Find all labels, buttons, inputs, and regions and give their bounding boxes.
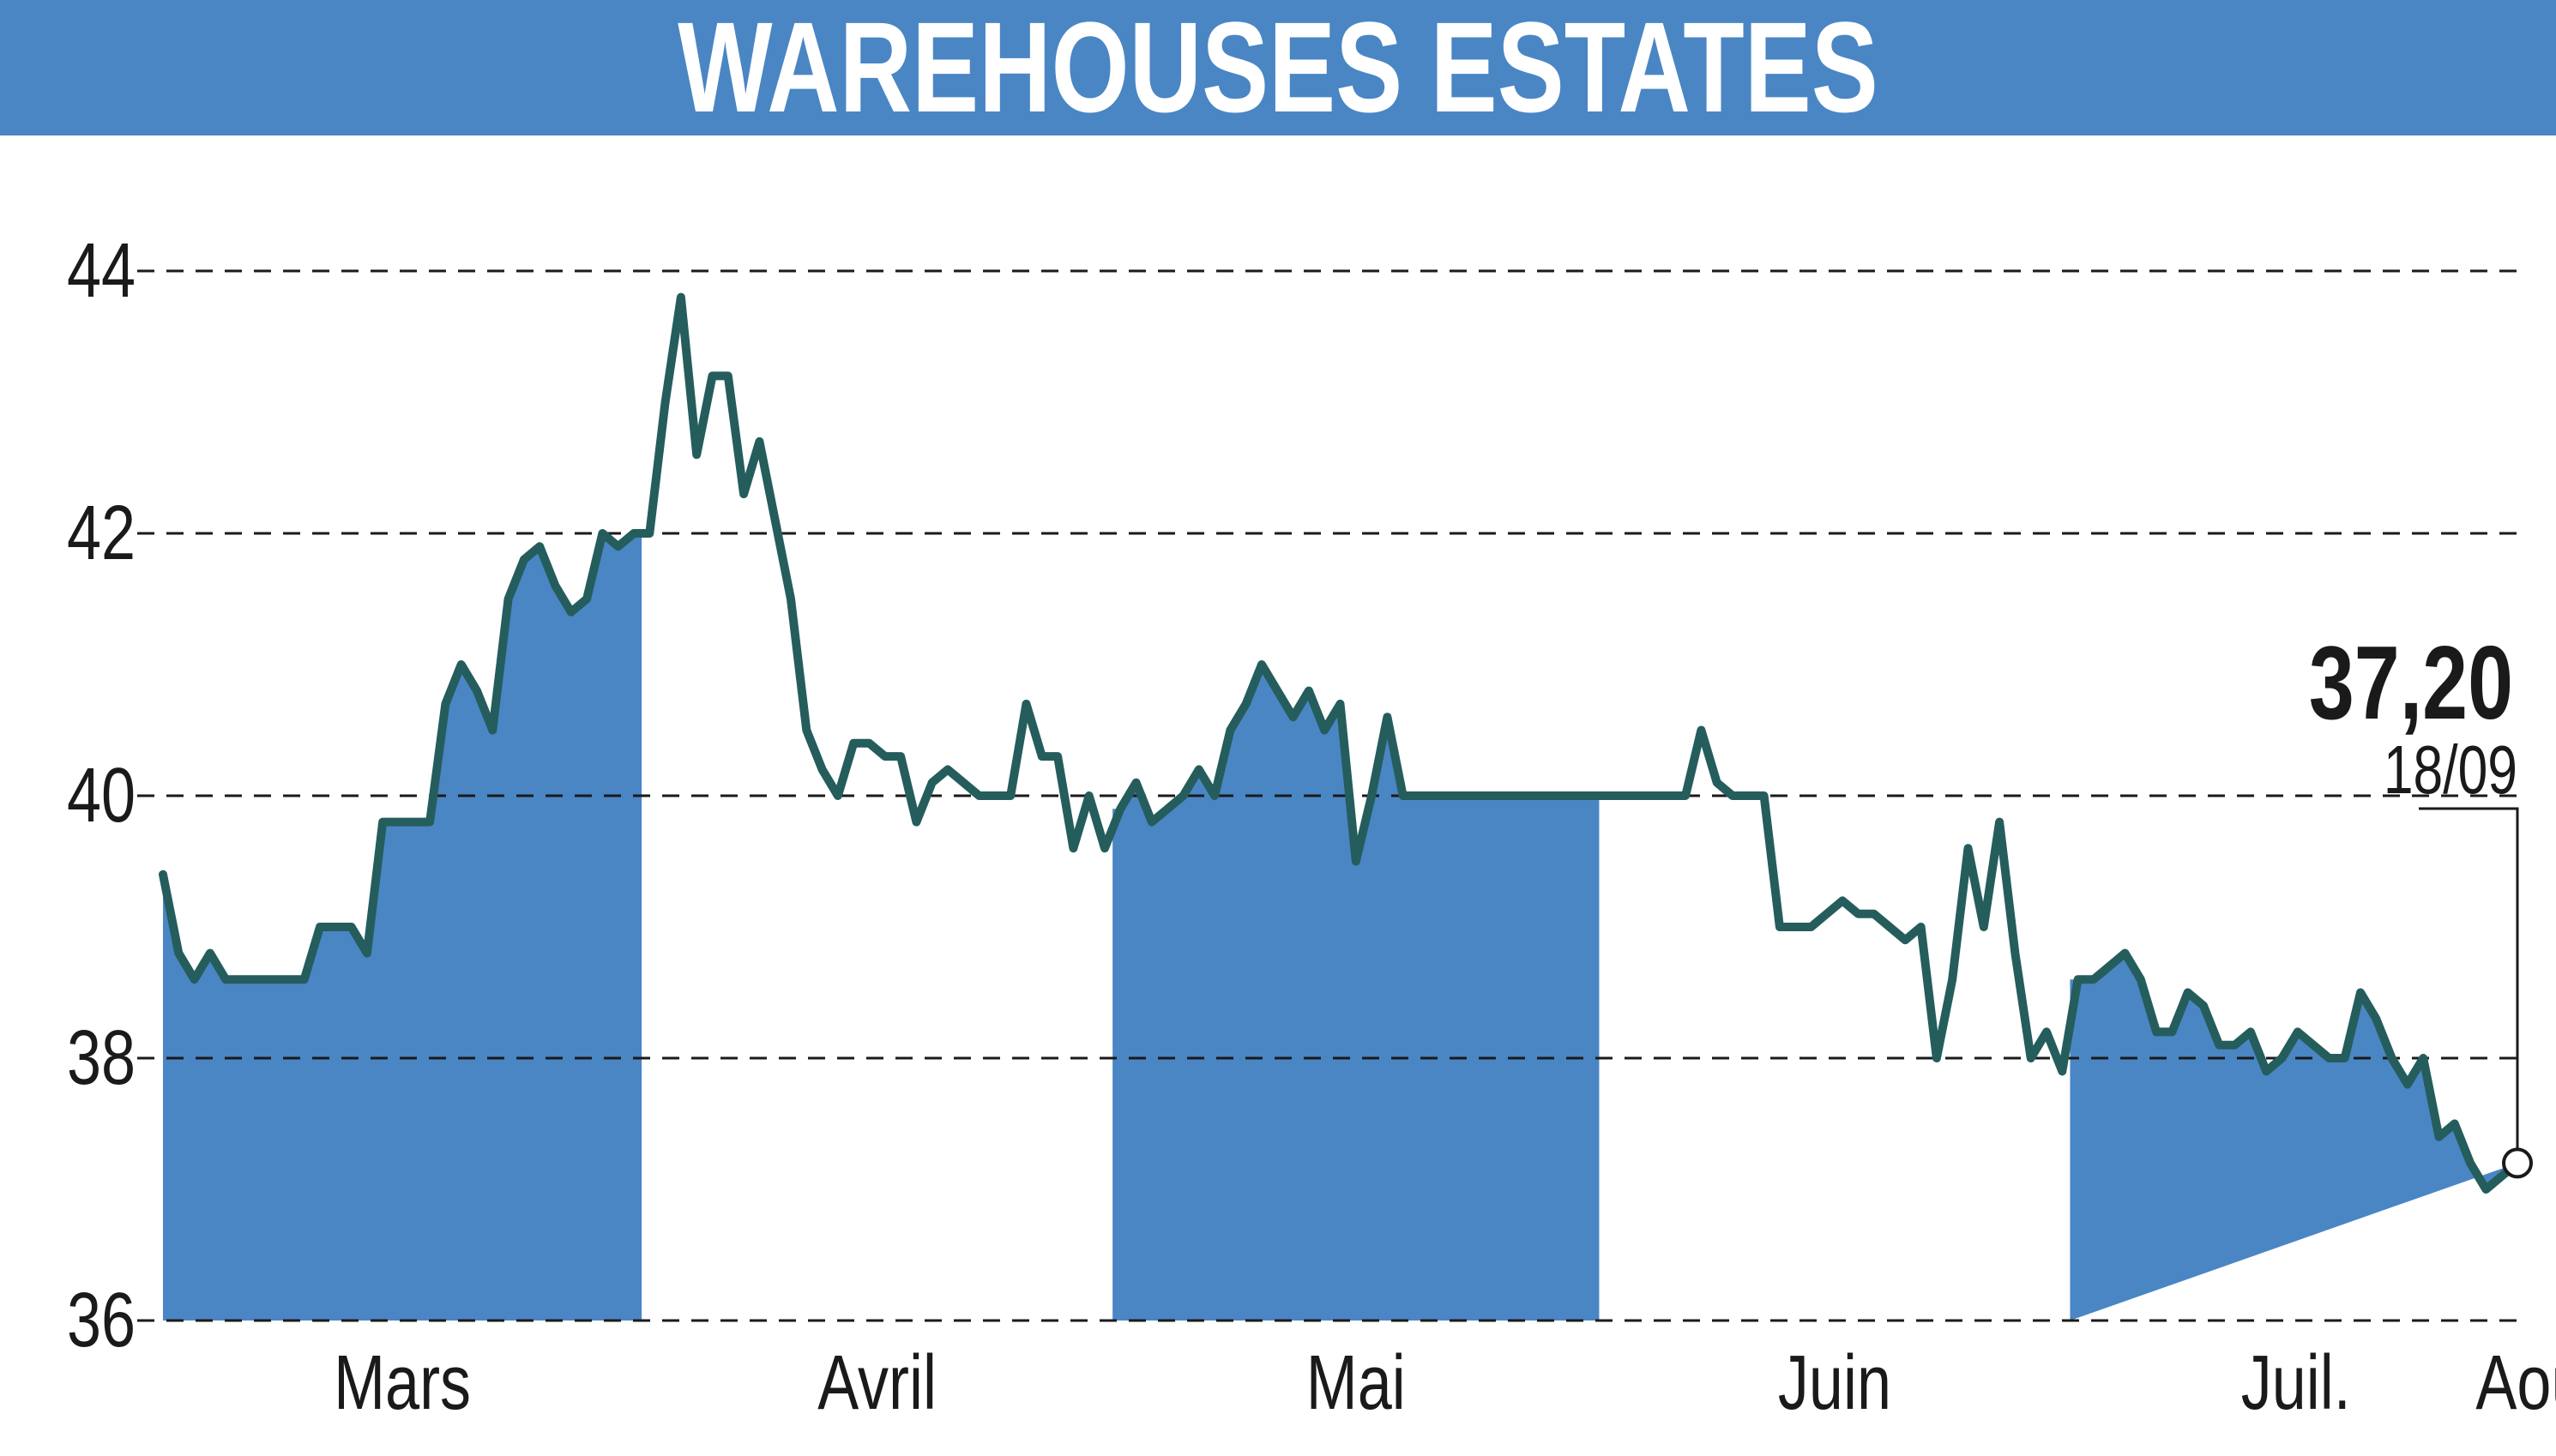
x-tick-label-mars: Mars (334, 1339, 471, 1425)
x-tick-label-avril: Avril (817, 1339, 937, 1425)
last-value-callout: 37,20 18/09 (2309, 625, 2533, 1179)
gridlines (137, 269, 2522, 1322)
last-date-label: 18/09 (2384, 732, 2517, 809)
x-tick-label-aot: Août (2475, 1339, 2556, 1425)
y-tick-label-42: 42 (67, 490, 136, 575)
shaded-area-juil (2070, 953, 2517, 1321)
last-value-label: 37,20 (2309, 625, 2513, 742)
y-axis-tick-labels: 36 38 40 42 44 (67, 227, 136, 1363)
last-point-marker (2502, 1147, 2533, 1179)
shaded-area-mai (1112, 665, 1600, 1321)
y-tick-label-36: 36 (67, 1277, 136, 1363)
y-tick-label-40: 40 (67, 752, 136, 838)
callout-leader-line (2419, 807, 2519, 1150)
y-tick-label-38: 38 (67, 1014, 136, 1100)
x-tick-label-juin: Juin (1778, 1339, 1891, 1425)
y-tick-label-44: 44 (67, 227, 136, 313)
chart-title: WAREHOUSES ESTATES (678, 0, 1878, 139)
x-tick-label-mai: Mai (1306, 1339, 1406, 1425)
shaded-month-areas (163, 533, 2517, 1321)
price-line (159, 292, 2522, 1194)
header-bar (0, 0, 2556, 135)
shaded-area-mars (163, 533, 642, 1321)
x-tick-label-juil: Juil. (2241, 1339, 2351, 1425)
